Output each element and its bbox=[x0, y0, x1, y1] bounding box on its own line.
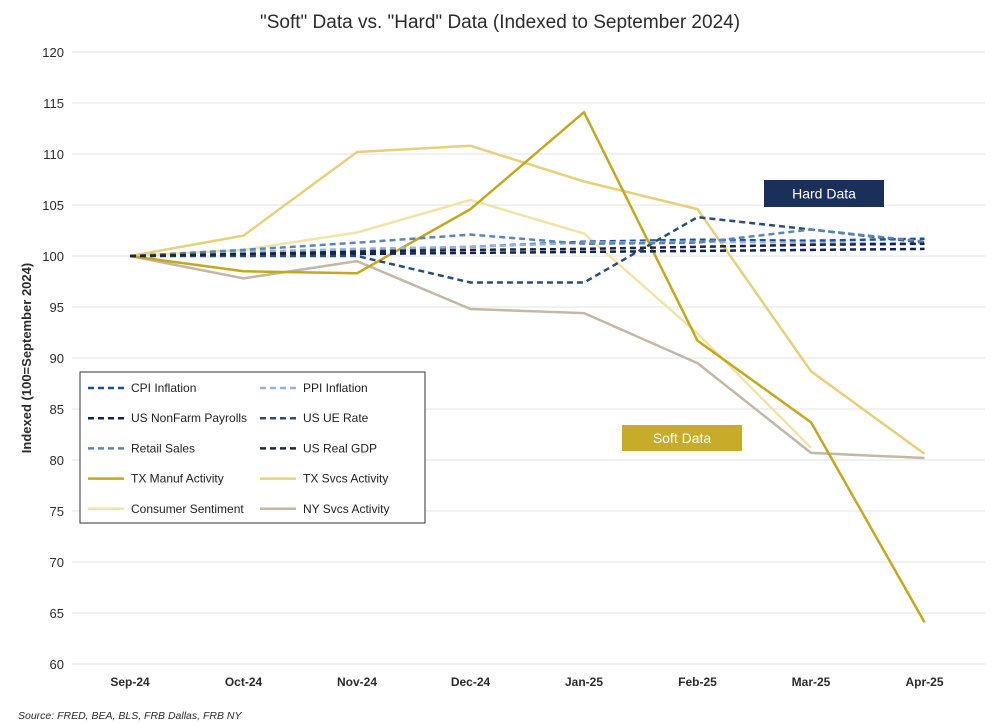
y-tick-label: 120 bbox=[42, 45, 64, 60]
series-layer bbox=[129, 110, 926, 623]
y-axis-ticks: 60 65 70 75 80 85 90 95 100 105 110 115 120 bbox=[42, 45, 64, 672]
x-tick-label: Apr-25 bbox=[905, 675, 943, 689]
y-tick-label: 85 bbox=[50, 402, 64, 417]
x-tick-label: Mar-25 bbox=[792, 675, 831, 689]
legend-label-ny-svcs-activity: NY Svcs Activity bbox=[303, 502, 389, 516]
y-tick-label: 80 bbox=[50, 453, 64, 468]
annotation-box-hard-data bbox=[764, 180, 884, 207]
source-note: Source: FRED, BEA, BLS, FRB Dallas, FRB … bbox=[18, 710, 242, 722]
x-tick-label: Nov-24 bbox=[337, 675, 377, 689]
annotations: Hard Data Soft Data bbox=[622, 180, 884, 451]
y-tick-label: 105 bbox=[42, 198, 64, 213]
series-line-us-real-gdp bbox=[129, 242, 925, 258]
x-tick-label: Dec-24 bbox=[451, 675, 491, 689]
y-tick-label: 70 bbox=[50, 555, 64, 570]
legend-label-us-real-gdp: US Real GDP bbox=[303, 441, 377, 455]
series-line-ny-svcs-activity bbox=[129, 254, 925, 460]
annotation-label-hard-data: Hard Data bbox=[792, 186, 856, 202]
y-tick-label: 95 bbox=[50, 300, 64, 315]
legend-label-retail-sales: Retail Sales bbox=[131, 441, 195, 455]
series-line-tx-svcs-activity bbox=[129, 144, 926, 455]
legend-label-cpi-inflation: CPI Inflation bbox=[131, 381, 196, 395]
series-line-ppi-inflation bbox=[129, 240, 925, 258]
y-axis-label: Indexed (100=September 2024) bbox=[19, 263, 34, 453]
gridlines bbox=[72, 51, 985, 665]
x-tick-label: Feb-25 bbox=[678, 675, 717, 689]
series-line-us-ue-rate bbox=[130, 215, 925, 284]
series-line-cpi-inflation bbox=[129, 237, 925, 258]
y-tick-label: 100 bbox=[42, 249, 64, 264]
x-tick-label: Jan-25 bbox=[565, 675, 603, 689]
series-line-tx-manuf-activity bbox=[129, 110, 926, 623]
legend: CPI Inflation PPI Inflation US NonFarm Pay… bbox=[79, 371, 426, 524]
annotation-label-soft-data: Soft Data bbox=[653, 430, 712, 446]
legend-label-ppi-inflation: PPI Inflation bbox=[303, 381, 368, 395]
y-tick-label: 75 bbox=[50, 504, 64, 519]
chart-title: "Soft" Data vs. "Hard" Data (Indexed to … bbox=[260, 12, 740, 33]
y-tick-label: 65 bbox=[50, 606, 64, 621]
x-tick-label: Oct-24 bbox=[225, 675, 263, 689]
legend-label-us-nonfarm-payrolls: US NonFarm Payrolls bbox=[131, 411, 247, 425]
legend-label-consumer-sentiment: Consumer Sentiment bbox=[131, 502, 244, 516]
legend-label-tx-svcs-activity: TX Svcs Activity bbox=[303, 472, 388, 486]
y-tick-label: 110 bbox=[43, 147, 64, 162]
y-tick-label: 90 bbox=[50, 351, 64, 366]
legend-label-tx-manuf-activity: TX Manuf Activity bbox=[131, 472, 224, 486]
y-tick-label: 115 bbox=[43, 96, 64, 111]
legend-box bbox=[79, 371, 426, 524]
annotation-box-soft-data bbox=[622, 425, 742, 451]
x-tick-label: Sep-24 bbox=[110, 675, 150, 689]
y-tick-label: 60 bbox=[50, 657, 64, 672]
x-axis-ticks: Sep-24 Oct-24 Nov-24 Dec-24 Jan-25 Feb-25 Mar-… bbox=[110, 675, 944, 689]
legend-label-us-ue-rate: US UE Rate bbox=[303, 411, 369, 425]
series-line-retail-sales bbox=[129, 228, 925, 258]
